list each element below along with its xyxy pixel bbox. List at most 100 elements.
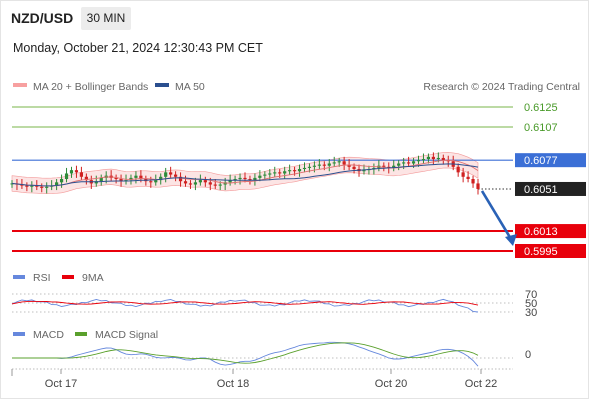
level-tag	[515, 153, 586, 168]
candle	[436, 157, 440, 160]
x-tick-label: Oct 18	[217, 378, 249, 390]
candle	[421, 159, 426, 161]
candle	[387, 166, 391, 168]
candle	[213, 184, 217, 186]
candle	[471, 179, 475, 184]
candle	[416, 160, 421, 162]
candle	[25, 185, 29, 187]
candle	[406, 162, 411, 164]
candle	[476, 183, 480, 189]
ma20-legend-label: MA 20 + Bollinger Bands	[33, 81, 148, 93]
candle	[248, 179, 252, 181]
level-tag	[515, 224, 586, 239]
macd-legend-swatch	[13, 332, 25, 336]
candle	[94, 181, 98, 184]
candle	[55, 182, 59, 186]
forecast-arrow	[480, 190, 517, 246]
forecast-arrow-shaft	[480, 190, 513, 240]
candle	[114, 177, 118, 179]
level-label: 0.5995	[524, 246, 558, 258]
timestamp: Monday, October 21, 2024 12:30:43 PM CET	[13, 41, 263, 55]
ma50-legend-label: MA 50	[175, 81, 205, 93]
candle	[149, 181, 153, 183]
price-levels: 0.6125 0.6107 0.6077 0.6051 0.6013 0.5995	[12, 102, 586, 258]
x-tick-label: Oct 20	[375, 378, 407, 390]
candle	[30, 185, 34, 187]
forecast-arrow-head	[505, 234, 517, 246]
macd-panel: 0	[12, 341, 531, 367]
rsi-axis-label: 30	[525, 307, 537, 319]
candle	[99, 177, 103, 182]
candle	[461, 172, 465, 177]
candle	[372, 167, 376, 170]
bollinger-band	[11, 152, 479, 195]
legend-top: MA 20 + Bollinger Bands MA 50 Research ©…	[13, 81, 580, 93]
candle	[169, 172, 173, 175]
rsi-ma-legend-label: 9MA	[82, 272, 104, 284]
candle	[431, 156, 435, 160]
macd-axis-label: 0	[525, 349, 531, 361]
candle	[268, 173, 272, 175]
candle	[307, 166, 312, 168]
candle	[283, 171, 287, 174]
macd-legend: MACD MACD Signal	[13, 329, 158, 341]
candle	[173, 174, 178, 177]
candle	[258, 175, 262, 178]
candle	[273, 172, 277, 174]
macd-signal-line	[12, 342, 479, 364]
candle	[278, 172, 282, 174]
candle	[79, 172, 84, 177]
candle	[342, 161, 346, 165]
ma20-legend-swatch	[13, 83, 27, 87]
rsi-ma-legend-swatch	[62, 275, 74, 279]
candle	[302, 167, 307, 170]
candle	[84, 176, 88, 181]
candle	[218, 184, 222, 186]
candle	[243, 177, 247, 179]
candle	[178, 176, 183, 182]
moving-averages	[11, 159, 479, 187]
candle	[74, 170, 79, 173]
candle	[382, 165, 386, 167]
macd-signal-legend-label: MACD Signal	[95, 329, 158, 341]
rsi-line	[11, 298, 479, 313]
candle	[362, 170, 366, 172]
candle	[327, 163, 331, 166]
candle	[10, 183, 14, 185]
candle	[466, 176, 470, 179]
rsi-legend-label: RSI	[33, 272, 51, 284]
candle	[446, 160, 450, 162]
candle	[402, 162, 406, 164]
macd-signal-legend-swatch	[75, 332, 87, 336]
candle	[139, 175, 143, 179]
candle	[397, 163, 401, 166]
candle	[233, 179, 237, 181]
rsi-ma-line	[11, 300, 479, 306]
symbol-title: NZD/USD	[11, 10, 74, 26]
candle	[411, 161, 416, 164]
candle	[297, 169, 302, 172]
candle	[198, 180, 202, 183]
candle	[64, 173, 69, 179]
level-tag	[515, 244, 586, 258]
x-axis: Oct 17 Oct 18 Oct 20 Oct 22	[11, 368, 513, 390]
candle	[208, 182, 212, 185]
candle	[238, 177, 242, 179]
level-label: 0.6125	[524, 102, 558, 114]
candle	[59, 179, 64, 183]
x-tick-label: Oct 22	[465, 378, 497, 390]
candle	[317, 164, 321, 166]
level-label: 0.6107	[524, 122, 558, 134]
rsi-legend: RSI 9MA	[13, 272, 104, 284]
candle	[134, 175, 138, 178]
candle	[337, 161, 341, 163]
candle	[441, 157, 445, 161]
candle	[312, 165, 317, 167]
candle	[253, 177, 257, 181]
candle	[40, 186, 44, 188]
timeframe-button[interactable]: 30 MIN	[81, 7, 131, 30]
level-label: 0.6077	[524, 155, 558, 167]
candle	[228, 180, 232, 183]
